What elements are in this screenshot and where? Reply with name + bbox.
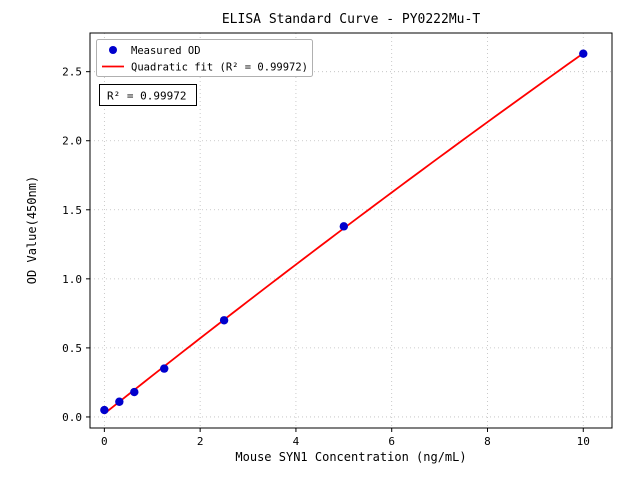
measured-od-points	[100, 49, 588, 415]
svg-text:2.0: 2.0	[62, 135, 82, 148]
svg-text:2: 2	[197, 435, 204, 448]
y-axis-label: OD Value(450nm)	[25, 176, 39, 284]
r-squared-annotation: R² = 0.99972	[99, 84, 197, 106]
legend-frame	[96, 39, 313, 77]
svg-text:1.0: 1.0	[62, 273, 82, 286]
svg-text:0.0: 0.0	[62, 411, 82, 424]
grid-lines	[90, 33, 612, 428]
plot-border	[89, 32, 613, 429]
annotation-text: R² = 0.99972	[107, 90, 186, 103]
chart-title: ELISA Standard Curve - PY0222Mu-T	[222, 12, 480, 27]
svg-text:2.5: 2.5	[62, 66, 82, 79]
svg-text:0.5: 0.5	[62, 342, 82, 355]
quadratic-fit-line	[103, 52, 584, 415]
svg-text:0: 0	[101, 435, 108, 448]
legend-entry-quadratic-fit: Quadratic fit (R² = 0.99972)	[131, 62, 308, 74]
annotation-frame	[99, 84, 197, 106]
tick-marks-and-labels: 0 2 4 6 8 10 0.0 0.5 1.0 1.5 2.0 2.5	[62, 66, 590, 448]
measured-od-marker-icon	[109, 46, 117, 54]
svg-text:6: 6	[388, 435, 395, 448]
x-axis-label: Mouse SYN1 Concentration (ng/mL)	[235, 450, 466, 464]
svg-text:8: 8	[484, 435, 491, 448]
svg-text:10: 10	[577, 435, 590, 448]
legend: Measured OD Quadratic fit (R² = 0.99972)	[96, 39, 313, 77]
svg-text:4: 4	[293, 435, 300, 448]
svg-text:1.5: 1.5	[62, 204, 82, 217]
legend-entry-measured-od: Measured OD	[131, 45, 201, 57]
